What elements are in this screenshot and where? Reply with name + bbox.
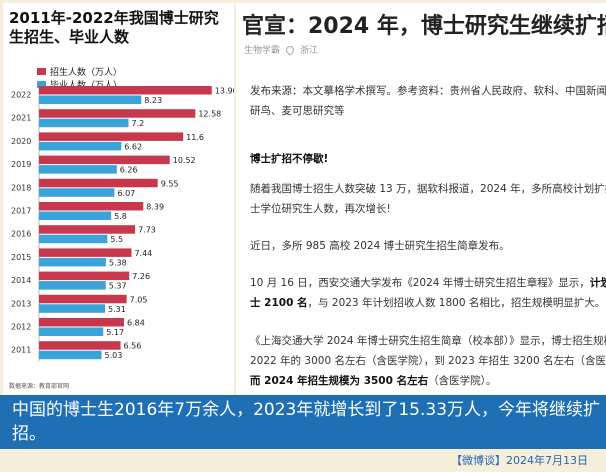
article-paragraph-6: 《上海交通大学 2024 年博士研究生招生简章（校本部）》显示，博士招生规模 2… [250, 331, 606, 391]
p3-line1: 随着我国博士招生人数突破 13 万，据软科报道，2024 年，多所高校计划扩招攻… [250, 183, 606, 195]
article-paragraph-3: 随着我国博士招生人数突破 13 万，据软科报道，2024 年，多所高校计划扩招攻… [250, 179, 606, 219]
article-paragraph-2: 博士扩招不停歇! [250, 149, 606, 169]
p6-line3-b: （含医学院）。 [428, 375, 497, 387]
bar-grad [39, 95, 142, 104]
y-tick-label: 2021 [11, 114, 31, 123]
article-paragraph-5: 10 月 16 日，西安交通大学发布《2024 年博士研究生招生章程》显示，计划… [250, 273, 606, 313]
bar-enroll [39, 248, 132, 257]
footer-stamp: 【微博谈】2024年7月13日 [451, 454, 588, 467]
bar-enroll [39, 86, 212, 95]
bar-chart: 2022 13.90 8.23 2021 12.58 7.2 2020 11.6 6.62 201… [11, 83, 234, 362]
value-label-grad: 6.26 [120, 166, 138, 175]
p5-line2-b: ，与 2023 年计划招收人数 1800 名相比，招生规模明显扩大。 [307, 297, 606, 309]
p4-text: 近日，多所 985 高校 2024 博士研究生招生简章发布。 [250, 240, 510, 252]
value-label-enroll: 7.05 [130, 295, 148, 304]
value-label-enroll: 13.90 [215, 87, 234, 96]
meta-location: 浙江 [300, 46, 319, 56]
bar-enroll [39, 225, 136, 234]
bar-grad [39, 141, 122, 151]
bar-grad [39, 281, 106, 290]
article-paragraph-1: 发布来源：本文摹格学术撰写。参考资料：贵州省人民政府、软科、中国新闻网 研鸟、麦… [250, 81, 606, 121]
value-label-grad: 5.37 [109, 282, 127, 291]
value-label-grad: 5.03 [105, 351, 123, 360]
legend-enroll: 招生人数（万人） [37, 65, 122, 78]
p6-line2: 2022 年的 3000 名左右（含医学院），到 2023 年招生 3200 名… [250, 355, 606, 367]
y-tick-label: 2012 [11, 323, 31, 332]
p5-line1-a: 10 月 16 日，西安交通大学发布《2024 年博士研究生招生章程》显示， [250, 277, 590, 289]
p5-line1-b: 计划招 [589, 277, 606, 289]
chart-title: 2011年-2022年我国博士研究生招生、毕业人数 [9, 9, 219, 46]
p2-heading: 博士扩招不停歇! [250, 153, 329, 165]
legend-grad-swatch [37, 81, 46, 88]
bar-grad [39, 304, 105, 313]
bar-enroll [39, 132, 184, 141]
value-label-grad: 5.38 [109, 258, 127, 267]
value-label-grad: 5.8 [114, 212, 127, 221]
value-label-enroll: 11.6 [186, 133, 204, 142]
value-label-grad: 5.31 [108, 305, 126, 314]
bar-enroll [39, 155, 170, 165]
y-tick-label: 2018 [11, 183, 31, 192]
legend-enroll-swatch [37, 68, 46, 75]
value-label-enroll: 6.84 [127, 319, 145, 328]
p6-line1: 《上海交通大学 2024 年博士研究生招生简章（校本部）》显示，博士招生规模 [250, 335, 606, 347]
article-panel: 官宣：2024 年，博士研究生继续扩招 生物学霸 浙江 发布来源：本文摹格学术撰… [236, 3, 606, 395]
value-label-enroll: 9.55 [161, 179, 179, 188]
bar-grad [39, 211, 112, 220]
bar-grad [39, 165, 117, 174]
article-title: 官宣：2024 年，博士研究生继续扩招 [242, 14, 606, 39]
bar-enroll [39, 109, 196, 118]
bar-enroll [39, 318, 125, 327]
bar-grad [39, 188, 115, 197]
value-label-grad: 5.5 [110, 235, 123, 244]
y-tick-label: 2020 [11, 137, 31, 146]
y-tick-label: 2017 [11, 207, 31, 216]
y-tick-label: 2019 [11, 160, 31, 169]
chart-panel: 2011年-2022年我国博士研究生招生、毕业人数 招生人数（万人） 毕业人数（… [3, 3, 234, 395]
caption-bar: 中国的博士生2016年7万余人，2023年就增长到了15.33万人，今年将继续扩… [0, 395, 606, 449]
p1-line1: 发布来源：本文摹格学术撰写。参考资料：贵州省人民政府、软科、中国新闻网 [250, 85, 606, 97]
value-label-grad: 6.62 [124, 142, 142, 151]
value-label-enroll: 10.52 [173, 156, 196, 165]
y-tick-label: 2013 [11, 299, 31, 308]
caption-text: 中国的博士生2016年7万余人，2023年就增长到了15.33万人，今年将继续扩… [12, 400, 601, 444]
y-tick-label: 2014 [11, 276, 31, 285]
bar-grad [39, 327, 104, 336]
y-tick-label: 2011 [11, 346, 31, 355]
chart-source: 数据来源：教育部官网 [9, 383, 70, 390]
bar-grad [39, 350, 102, 360]
bar-grad [39, 257, 106, 267]
y-tick-label: 2015 [11, 253, 31, 262]
y-tick-label: 2016 [11, 230, 31, 239]
value-label-grad: 7.2 [131, 119, 144, 128]
p6-line3-a: 而 2024 年招生规模为 3500 名左右 [250, 375, 429, 387]
value-label-enroll: 12.58 [198, 110, 221, 119]
meta-source: 生物学霸 [244, 46, 281, 56]
value-label-enroll: 6.56 [124, 342, 142, 351]
value-label-grad: 5.17 [106, 328, 124, 337]
value-label-enroll: 7.26 [132, 272, 150, 281]
bar-enroll [39, 202, 144, 211]
location-icon [284, 43, 296, 56]
value-label-grad: 8.23 [144, 96, 162, 105]
y-tick-label: 2022 [11, 91, 31, 100]
p1-line2: 研鸟、麦可思研究等 [250, 105, 345, 117]
value-label-enroll: 7.44 [134, 249, 152, 258]
bar-grad [39, 234, 108, 244]
bar-enroll [39, 341, 121, 350]
bar-grad [39, 118, 129, 128]
value-label-enroll: 8.39 [146, 203, 164, 212]
value-label-grad: 6.07 [117, 189, 135, 198]
p3-line2: 士学位研究生人数，再次增长! [250, 203, 391, 215]
article-paragraph-4: 近日，多所 985 高校 2024 博士研究生招生简章发布。 [250, 236, 606, 256]
legend-enroll-label: 招生人数（万人） [50, 68, 123, 78]
bar-enroll [39, 271, 130, 281]
bar-enroll [39, 178, 158, 188]
article-meta: 生物学霸 浙江 [244, 43, 324, 56]
bar-enroll [39, 294, 127, 304]
p5-line2-a: 士 2100 名 [250, 297, 308, 309]
value-label-enroll: 7.73 [138, 226, 156, 235]
